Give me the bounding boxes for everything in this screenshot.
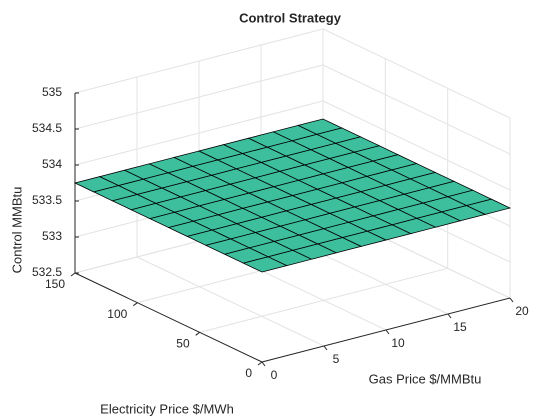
x-tick-label: 5: [333, 352, 340, 366]
grid-line: [74, 100, 324, 166]
y-axis: [74, 272, 263, 363]
x-tick: [385, 329, 390, 335]
z-axis-label: Control MMBtu: [9, 187, 24, 274]
x-tick-label: 0: [271, 368, 278, 382]
grid-line: [74, 28, 324, 94]
z-tick-label: 534.5: [32, 121, 62, 135]
grid-line: [322, 100, 511, 191]
z-tick-label: 533.5: [32, 193, 62, 207]
y-tick-label: 150: [45, 277, 65, 291]
z-tick-label: 532.5: [32, 265, 62, 279]
grid-line: [199, 267, 448, 333]
x-tick: [261, 361, 266, 367]
y-tick-label: 100: [107, 307, 127, 321]
x-tick-label: 10: [391, 336, 405, 350]
x-tick: [447, 313, 452, 319]
z-tick-label: 534: [42, 157, 62, 171]
grid-line: [136, 256, 325, 347]
y-tick-label: 0: [245, 366, 252, 380]
x-axis-label: Gas Price $/MMBtu: [369, 371, 482, 386]
x-tick-label: 15: [453, 320, 467, 334]
grid-line: [74, 64, 324, 130]
chart-title: Control Strategy: [239, 10, 342, 25]
y-tick-label: 50: [176, 337, 190, 351]
z-tick-label: 535: [42, 85, 62, 99]
x-tick: [323, 345, 328, 351]
y-tick: [70, 272, 76, 277]
x-tick: [509, 297, 514, 303]
y-tick: [133, 302, 138, 307]
surface-cell: [297, 118, 343, 135]
y-axis-label: Electricity Price $/MWh: [100, 401, 234, 416]
grid-line: [322, 64, 511, 155]
y-tick: [195, 331, 200, 336]
z-tick-label: 533: [42, 229, 62, 243]
x-tick-label: 20: [515, 304, 529, 318]
y-tick: [257, 361, 263, 366]
grid-line: [322, 28, 511, 119]
